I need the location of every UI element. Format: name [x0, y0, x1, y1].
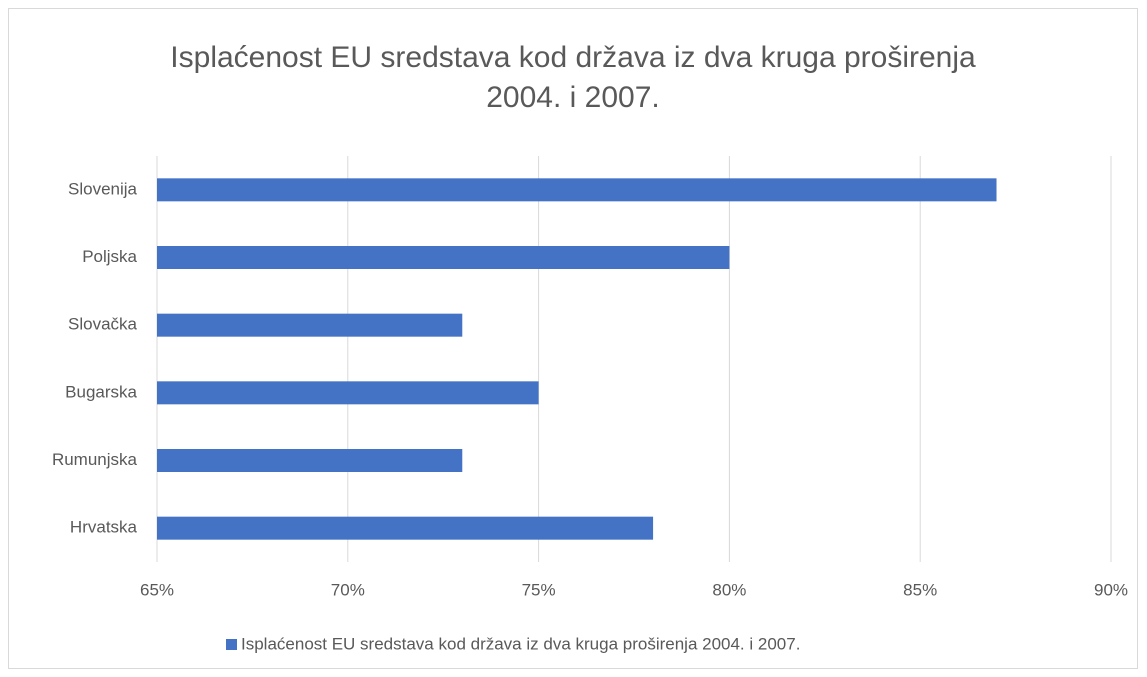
x-tick-label: 75%: [522, 580, 556, 599]
x-tick-label: 85%: [903, 580, 937, 599]
bar: [157, 246, 730, 269]
x-tick-label: 70%: [331, 580, 365, 599]
bar: [157, 178, 997, 202]
bar: [157, 516, 654, 540]
bar: [157, 381, 539, 405]
y-tick-label: Poljska: [82, 247, 137, 266]
x-tick-label: 65%: [140, 580, 174, 599]
chart-title: Isplaćenost EU sredstava kod država iz d…: [170, 41, 976, 114]
y-tick-label: Hrvatska: [70, 518, 138, 537]
x-tick-label: 80%: [712, 580, 746, 599]
bar: [157, 449, 463, 472]
y-tick-label: Slovenija: [68, 179, 138, 198]
y-tick-label: Bugarska: [65, 382, 137, 401]
chart-border: [8, 8, 1138, 669]
legend-label: Isplaćenost EU sredstava kod država iz d…: [241, 634, 800, 653]
y-tick-label: Slovačka: [68, 315, 138, 334]
legend-swatch: [226, 639, 237, 650]
x-tick-label: 90%: [1094, 580, 1128, 599]
y-tick-label: Rumunjska: [52, 450, 138, 469]
bar: [157, 313, 463, 337]
